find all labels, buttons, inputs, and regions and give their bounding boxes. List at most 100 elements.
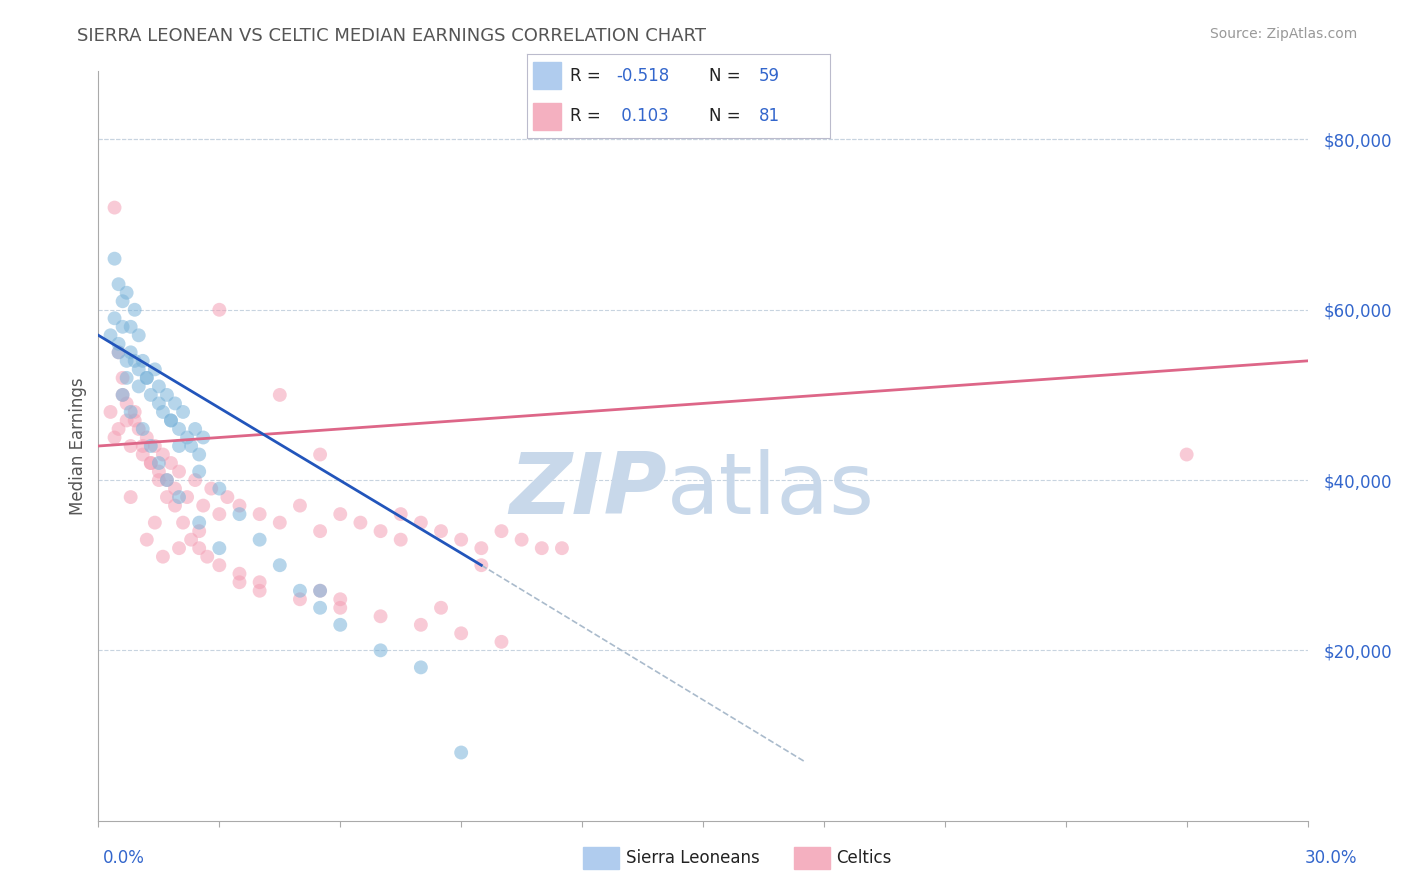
Text: N =: N = — [709, 67, 745, 85]
Point — [530, 541, 553, 556]
Point — [132, 448, 155, 462]
Point — [470, 558, 492, 573]
Point — [115, 396, 138, 410]
Text: R =: R = — [569, 107, 606, 125]
Point — [143, 439, 166, 453]
Point — [188, 465, 211, 479]
Text: Celtics: Celtics — [837, 849, 891, 867]
Text: 0.0%: 0.0% — [103, 849, 145, 867]
Point — [148, 473, 170, 487]
Point — [409, 617, 432, 632]
Point — [120, 345, 142, 359]
Point — [249, 575, 271, 590]
Point — [200, 482, 222, 496]
Point — [100, 405, 122, 419]
Point — [167, 490, 190, 504]
Point — [107, 345, 129, 359]
Point — [139, 388, 162, 402]
Point — [329, 600, 352, 615]
Point — [450, 533, 472, 547]
Text: atlas: atlas — [666, 450, 875, 533]
Point — [115, 371, 138, 385]
Point — [208, 558, 231, 573]
Point — [103, 430, 125, 444]
Point — [143, 362, 166, 376]
Point — [163, 499, 186, 513]
Y-axis label: Median Earnings: Median Earnings — [69, 377, 87, 515]
Text: 81: 81 — [758, 107, 779, 125]
Point — [184, 473, 207, 487]
Point — [107, 277, 129, 292]
Point — [470, 541, 492, 556]
Point — [172, 516, 194, 530]
Point — [208, 541, 231, 556]
Text: Sierra Leoneans: Sierra Leoneans — [626, 849, 759, 867]
Point — [163, 396, 186, 410]
Point — [184, 422, 207, 436]
Point — [309, 600, 332, 615]
Point — [120, 319, 142, 334]
Point — [148, 465, 170, 479]
Point — [309, 583, 332, 598]
Point — [111, 294, 134, 309]
Point — [188, 524, 211, 538]
Bar — [533, 62, 561, 89]
Point — [208, 302, 231, 317]
Text: SIERRA LEONEAN VS CELTIC MEDIAN EARNINGS CORRELATION CHART: SIERRA LEONEAN VS CELTIC MEDIAN EARNINGS… — [77, 27, 706, 45]
Point — [128, 328, 150, 343]
Point — [510, 533, 533, 547]
Text: 0.103: 0.103 — [616, 107, 669, 125]
Point — [288, 499, 311, 513]
Point — [249, 583, 271, 598]
Point — [128, 422, 150, 436]
Point — [160, 413, 183, 427]
Point — [430, 524, 453, 538]
Point — [148, 379, 170, 393]
Point — [135, 371, 157, 385]
Point — [389, 533, 412, 547]
Point — [409, 660, 432, 674]
Point — [450, 626, 472, 640]
Point — [195, 549, 218, 564]
Point — [132, 422, 155, 436]
Point — [167, 465, 190, 479]
Point — [124, 405, 146, 419]
Point — [156, 490, 179, 504]
Point — [491, 524, 513, 538]
Point — [491, 635, 513, 649]
Text: N =: N = — [709, 107, 745, 125]
Point — [132, 354, 155, 368]
Point — [143, 516, 166, 530]
Point — [111, 371, 134, 385]
Point — [188, 448, 211, 462]
Point — [409, 516, 432, 530]
Point — [269, 388, 291, 402]
Point — [124, 413, 146, 427]
Point — [450, 746, 472, 760]
Point — [172, 405, 194, 419]
Point — [167, 422, 190, 436]
Point — [148, 396, 170, 410]
Point — [370, 609, 392, 624]
Point — [107, 422, 129, 436]
Point — [249, 507, 271, 521]
Point — [135, 533, 157, 547]
Point — [135, 371, 157, 385]
Point — [156, 473, 179, 487]
Point — [111, 319, 134, 334]
Point — [329, 507, 352, 521]
Point — [309, 583, 332, 598]
Point — [167, 541, 190, 556]
Point — [329, 592, 352, 607]
Point — [124, 302, 146, 317]
Point — [139, 456, 162, 470]
Text: ZIP: ZIP — [509, 450, 666, 533]
Point — [180, 439, 202, 453]
Point — [115, 285, 138, 300]
Point — [152, 549, 174, 564]
Point — [217, 490, 239, 504]
Point — [208, 507, 231, 521]
Point — [107, 336, 129, 351]
Point — [111, 388, 134, 402]
Point — [228, 507, 250, 521]
